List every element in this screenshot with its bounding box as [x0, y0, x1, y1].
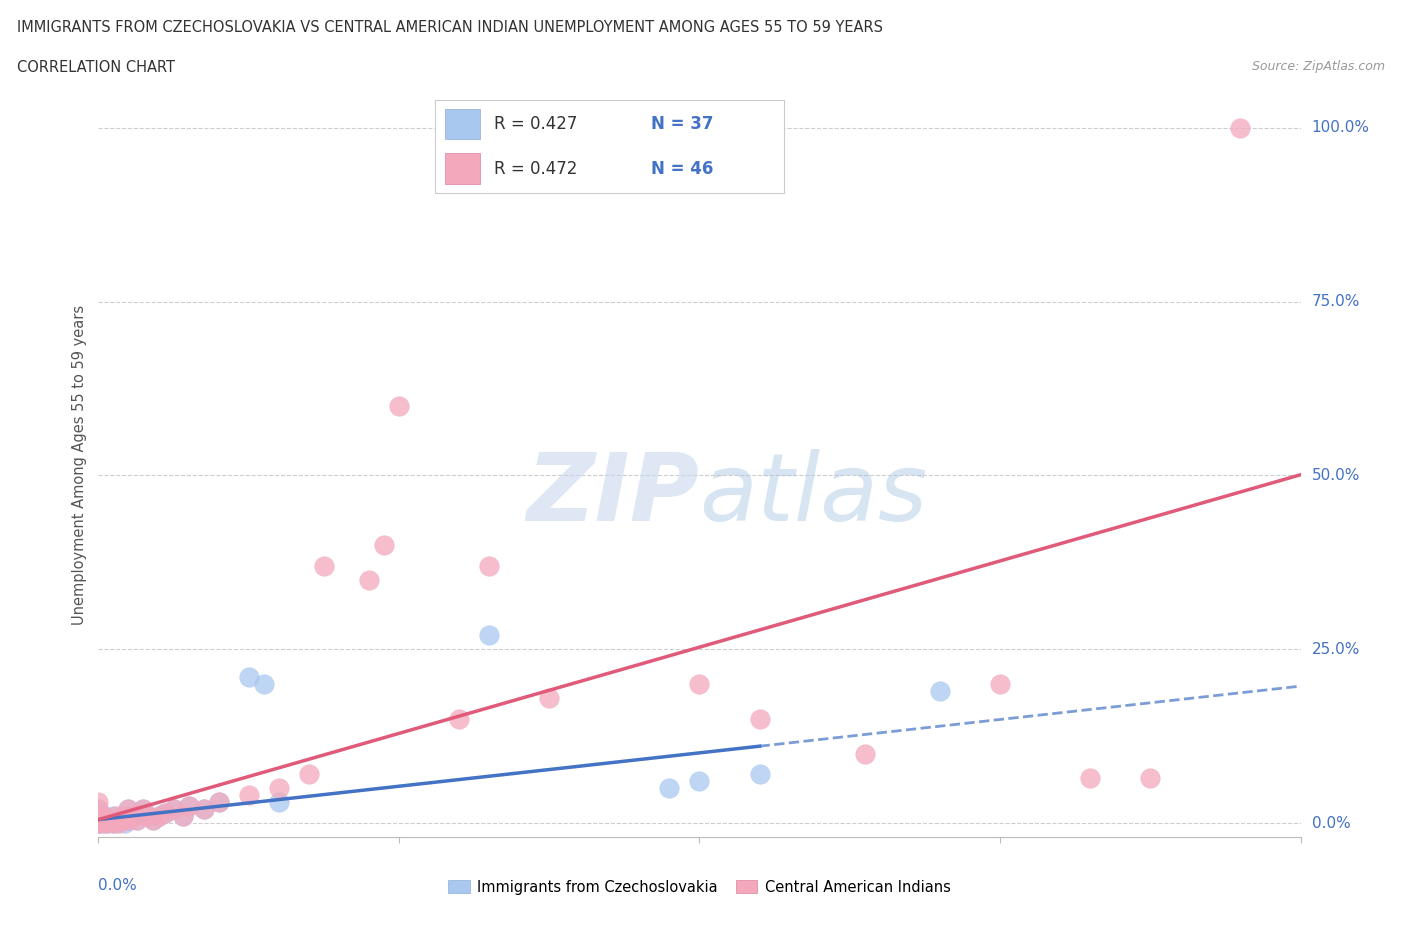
Point	[1139, 770, 1161, 785]
Point	[87, 802, 110, 817]
Text: 75.0%: 75.0%	[1312, 294, 1360, 309]
Text: 0.0%: 0.0%	[98, 878, 138, 893]
Point	[93, 816, 115, 830]
Text: 0.0%: 0.0%	[1312, 816, 1350, 830]
Point	[162, 802, 184, 817]
Point	[87, 816, 110, 830]
Point	[253, 677, 276, 692]
Point	[208, 795, 231, 810]
Text: Source: ZipAtlas.com: Source: ZipAtlas.com	[1251, 60, 1385, 73]
Point	[87, 795, 110, 810]
Text: IMMIGRANTS FROM CZECHOSLOVAKIA VS CENTRAL AMERICAN INDIAN UNEMPLOYMENT AMONG AGE: IMMIGRANTS FROM CZECHOSLOVAKIA VS CENTRA…	[17, 20, 883, 35]
Point	[117, 812, 139, 827]
Point	[853, 746, 876, 761]
Point	[162, 802, 184, 817]
Point	[93, 809, 115, 824]
Point	[538, 690, 561, 705]
Point	[100, 812, 122, 827]
Point	[172, 809, 194, 824]
Point	[117, 802, 139, 817]
Y-axis label: Unemployment Among Ages 55 to 59 years: Unemployment Among Ages 55 to 59 years	[72, 305, 87, 625]
Point	[267, 795, 290, 810]
Point	[108, 812, 131, 827]
Point	[96, 816, 118, 830]
Legend: Immigrants from Czechoslovakia, Central American Indians: Immigrants from Czechoslovakia, Central …	[443, 873, 956, 900]
Point	[87, 816, 110, 830]
Point	[87, 802, 110, 817]
Point	[114, 816, 136, 830]
Point	[688, 677, 710, 692]
Point	[478, 558, 501, 573]
Text: 100.0%: 100.0%	[1312, 120, 1369, 135]
Point	[267, 781, 290, 796]
Point	[93, 809, 115, 824]
Point	[87, 809, 110, 824]
Point	[748, 711, 770, 726]
Point	[478, 628, 501, 643]
Point	[688, 774, 710, 789]
Point	[193, 802, 215, 817]
Point	[87, 809, 110, 824]
Point	[141, 812, 163, 827]
Text: atlas: atlas	[699, 449, 928, 540]
Point	[117, 802, 139, 817]
Point	[447, 711, 470, 726]
Point	[108, 816, 131, 830]
Point	[135, 809, 157, 824]
Point	[103, 816, 125, 830]
Point	[87, 812, 110, 827]
Point	[1078, 770, 1101, 785]
Point	[135, 809, 157, 824]
Point	[748, 767, 770, 782]
Point	[208, 795, 231, 810]
Point	[111, 812, 134, 827]
Point	[141, 812, 163, 827]
Point	[357, 572, 380, 587]
Point	[988, 677, 1011, 692]
Point	[238, 670, 260, 684]
Text: ZIP: ZIP	[527, 449, 699, 540]
Point	[172, 809, 194, 824]
Point	[388, 398, 411, 413]
Point	[148, 809, 170, 824]
Point	[238, 788, 260, 803]
Point	[105, 809, 128, 824]
Text: 50.0%: 50.0%	[1312, 468, 1360, 483]
Point	[658, 781, 681, 796]
Point	[929, 684, 952, 698]
Point	[103, 816, 125, 830]
Point	[114, 809, 136, 824]
Point	[177, 798, 200, 813]
Point	[373, 538, 395, 552]
Point	[127, 812, 149, 827]
Point	[100, 812, 122, 827]
Point	[153, 805, 176, 820]
Point	[312, 558, 335, 573]
Point	[1229, 120, 1251, 135]
Point	[177, 798, 200, 813]
Point	[111, 809, 134, 824]
Point	[87, 816, 110, 830]
Point	[96, 816, 118, 830]
Point	[103, 809, 125, 824]
Point	[127, 812, 149, 827]
Point	[117, 812, 139, 827]
Point	[87, 816, 110, 830]
Point	[87, 812, 110, 827]
Text: 25.0%: 25.0%	[1312, 642, 1360, 657]
Point	[90, 816, 112, 830]
Point	[105, 816, 128, 830]
Point	[193, 802, 215, 817]
Point	[132, 802, 155, 817]
Point	[124, 809, 146, 824]
Point	[153, 805, 176, 820]
Point	[124, 809, 146, 824]
Text: CORRELATION CHART: CORRELATION CHART	[17, 60, 174, 75]
Point	[148, 809, 170, 824]
Point	[298, 767, 321, 782]
Point	[132, 802, 155, 817]
